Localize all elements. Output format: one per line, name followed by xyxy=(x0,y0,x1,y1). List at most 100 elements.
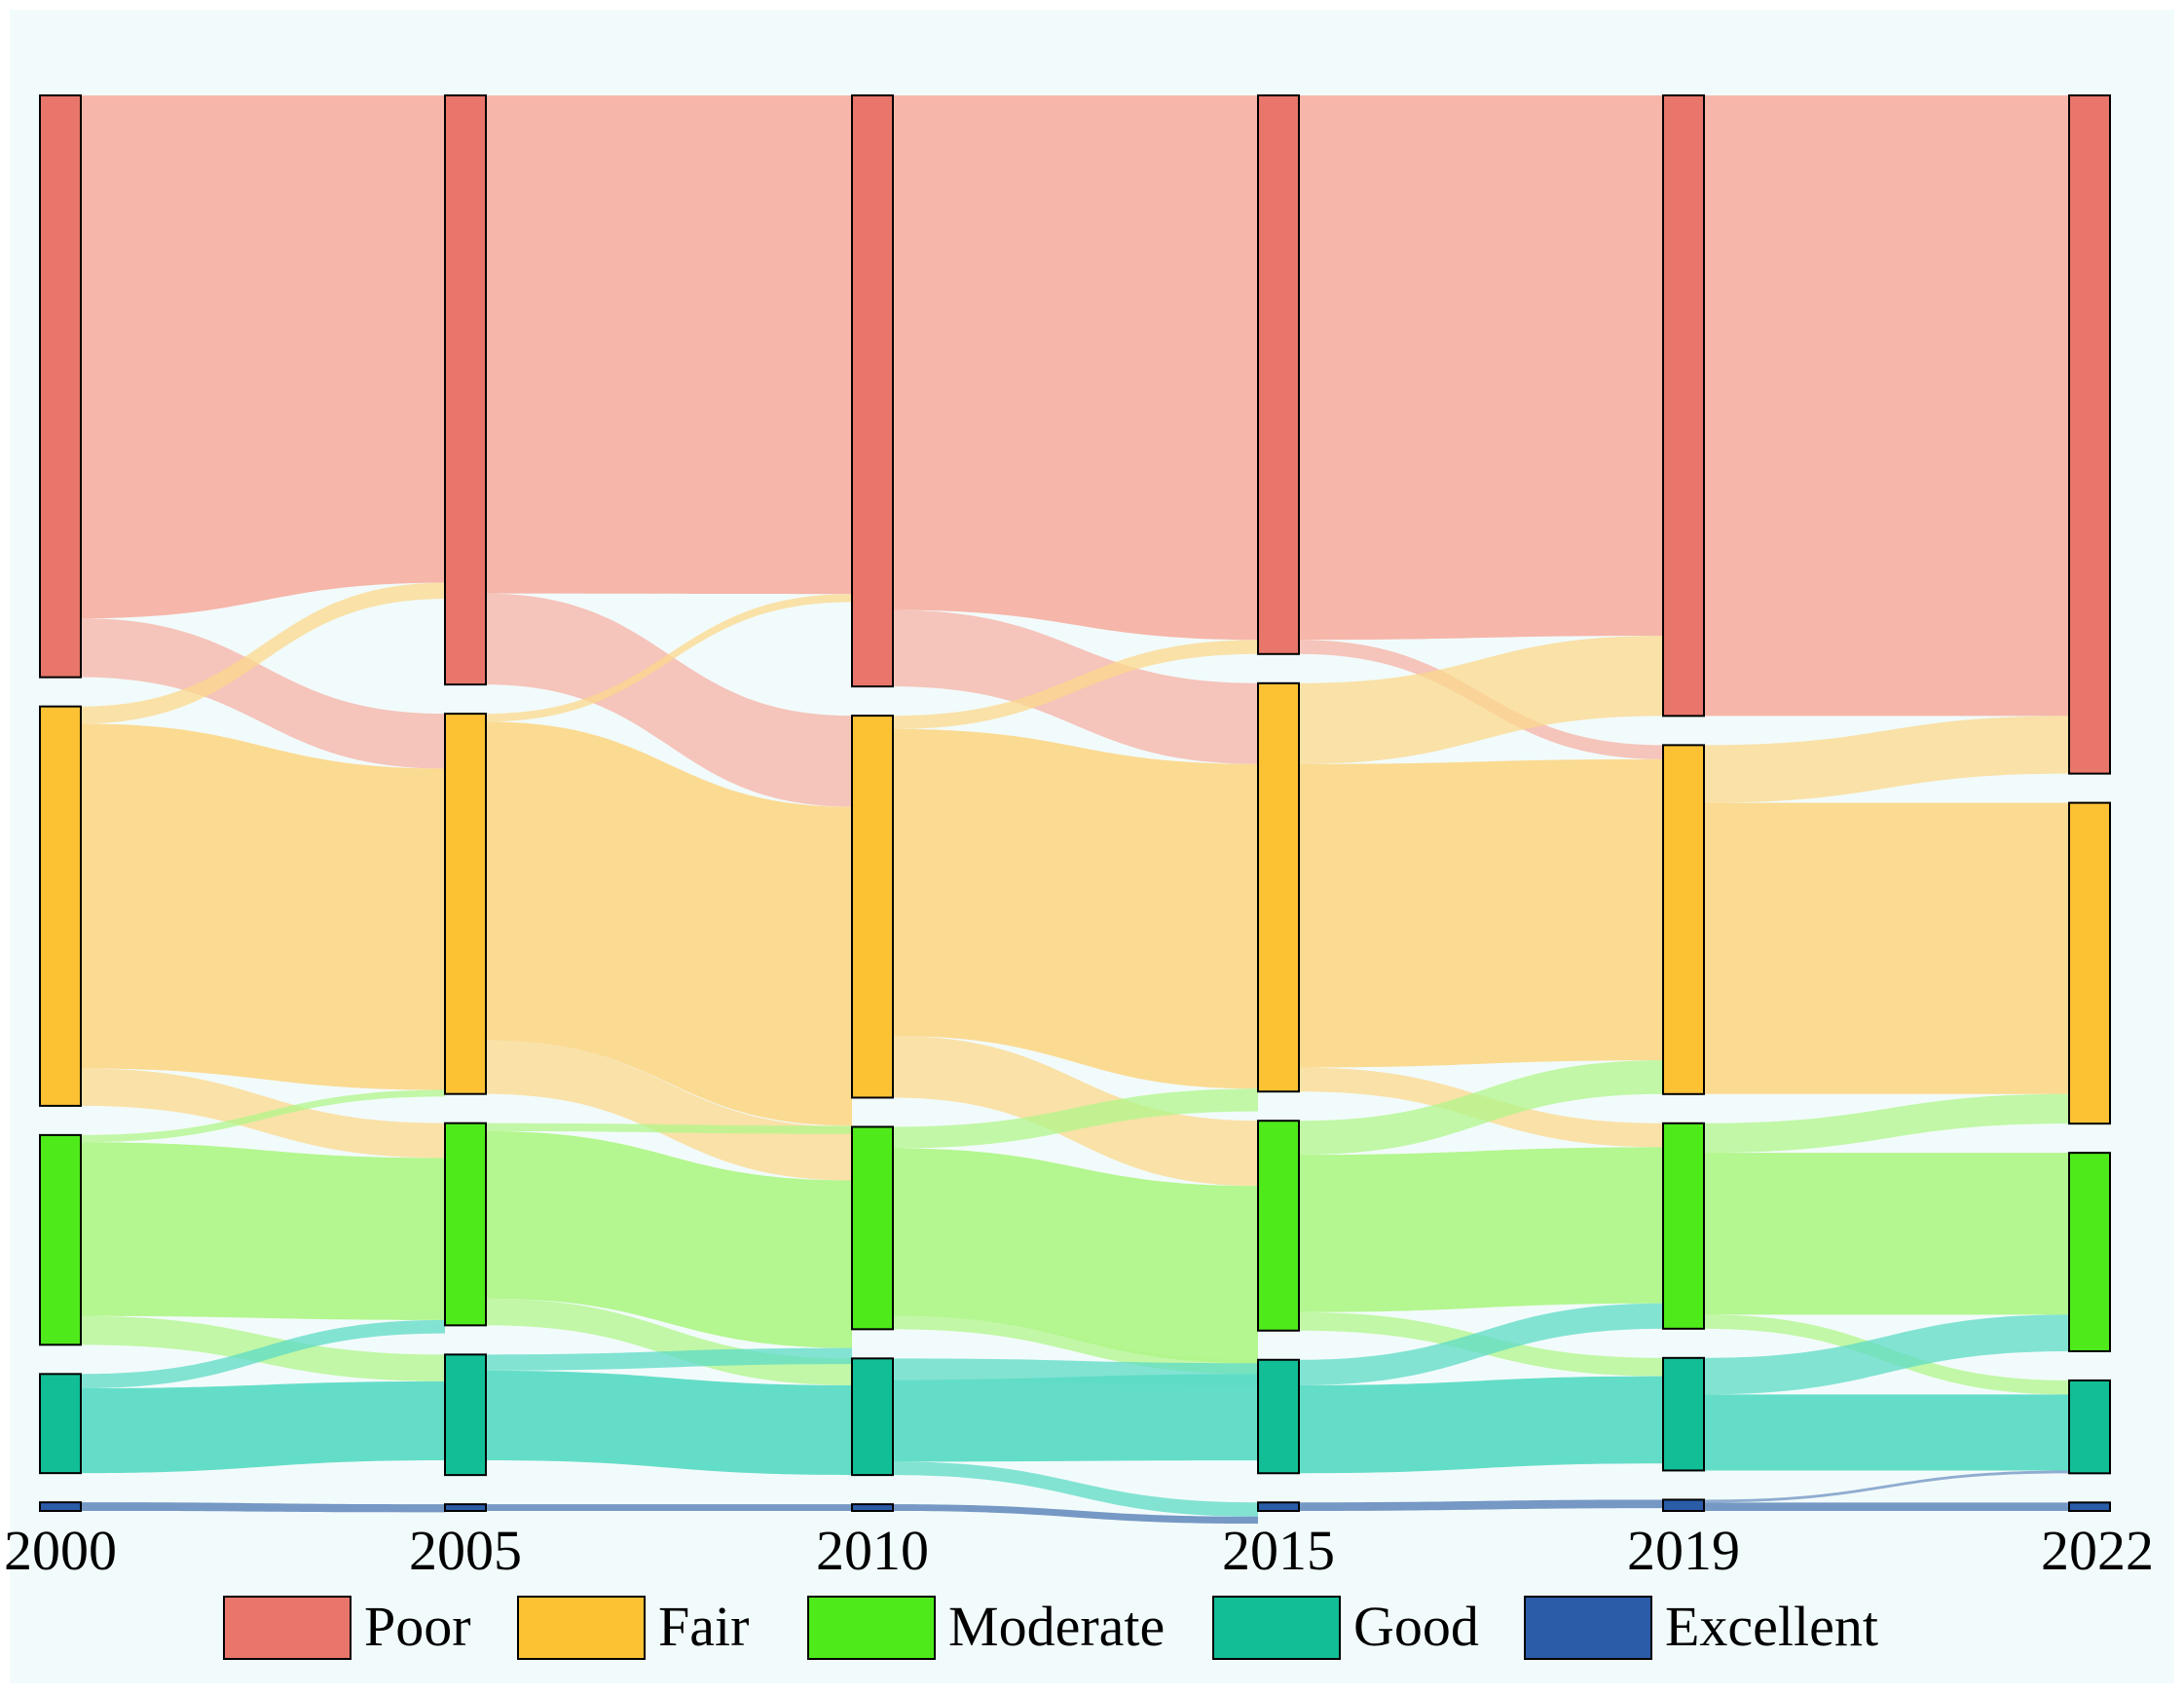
node-2010-moderate xyxy=(851,1125,894,1331)
link-2005-fair-to-2010-poor xyxy=(486,594,852,722)
legend-swatch-poor xyxy=(223,1596,352,1660)
legend-label-moderate: Moderate xyxy=(948,1595,1165,1658)
legend-label-fair: Fair xyxy=(658,1595,749,1658)
link-2015-moderate-to-2019-fair xyxy=(1299,1060,1663,1156)
link-2005-excellent-to-2010-excellent xyxy=(486,1504,852,1511)
link-2019-moderate-to-2022-fair xyxy=(1704,1093,2069,1154)
legend-item-fair: Fair xyxy=(517,1595,749,1660)
link-2019-excellent-to-2022-good xyxy=(1704,1470,2069,1503)
link-2015-poor-to-2019-poor xyxy=(1299,95,1663,641)
link-2015-excellent-to-2019-excellent xyxy=(1299,1499,1663,1511)
legend-item-good: Good xyxy=(1212,1595,1479,1660)
legend-item-excellent: Excellent xyxy=(1524,1595,1878,1660)
legend-swatch-moderate xyxy=(807,1596,936,1660)
node-2015-good xyxy=(1257,1358,1300,1475)
link-2000-good-to-2005-good xyxy=(81,1380,445,1474)
legend-item-moderate: Moderate xyxy=(807,1595,1165,1660)
link-2015-fair-to-2019-fair xyxy=(1299,758,1663,1068)
node-2005-fair xyxy=(444,713,487,1095)
link-2010-good-to-2015-good xyxy=(893,1374,1258,1462)
legend-item-poor: Poor xyxy=(223,1595,471,1660)
node-2010-good xyxy=(851,1357,894,1477)
node-2015-fair xyxy=(1257,681,1300,1093)
link-2019-fair-to-2022-poor xyxy=(1704,716,2069,803)
node-2010-fair xyxy=(851,715,894,1099)
link-2019-good-to-2022-good xyxy=(1704,1394,2069,1471)
node-2005-good xyxy=(444,1353,487,1477)
node-2005-moderate xyxy=(444,1122,487,1327)
stage-label-2015: 2015 xyxy=(1222,1519,1335,1582)
node-2010-poor xyxy=(851,94,894,688)
link-2019-good-to-2022-moderate xyxy=(1704,1314,2069,1395)
stage-label-2005: 2005 xyxy=(409,1519,522,1582)
node-2000-good xyxy=(39,1373,82,1475)
link-2010-good-to-2015-excellent xyxy=(893,1461,1258,1517)
stage-labels: 2000 2005 2010 2015 2019 2022 xyxy=(4,1519,2154,1582)
link-2000-excellent-to-2005-excellent xyxy=(81,1502,445,1513)
link-2015-good-to-2019-moderate xyxy=(1299,1303,1663,1385)
legend-label-good: Good xyxy=(1353,1595,1479,1658)
legend-label-excellent: Excellent xyxy=(1665,1595,1878,1658)
node-2019-poor xyxy=(1662,94,1705,718)
link-2010-moderate-to-2015-good xyxy=(893,1315,1258,1375)
node-2010-excellent xyxy=(851,1503,894,1512)
node-2015-moderate xyxy=(1257,1120,1300,1332)
node-2019-fair xyxy=(1662,744,1705,1095)
nodes-layer xyxy=(39,94,2111,1513)
node-2022-moderate xyxy=(2068,1152,2111,1352)
node-2015-poor xyxy=(1257,94,1300,655)
link-2005-poor-to-2010-poor xyxy=(486,95,852,595)
node-2000-excellent xyxy=(39,1501,82,1512)
node-2000-fair xyxy=(39,705,82,1107)
link-2000-poor-to-2005-poor xyxy=(81,95,445,619)
link-2000-fair-to-2005-poor xyxy=(81,582,445,724)
node-2015-excellent xyxy=(1257,1501,1300,1512)
legend: Poor Fair Moderate Good Excellent xyxy=(223,1595,1878,1660)
link-2019-fair-to-2022-fair xyxy=(1704,802,2069,1094)
node-2000-poor xyxy=(39,94,82,679)
link-2000-moderate-to-2005-moderate xyxy=(81,1142,445,1320)
link-2010-moderate-to-2015-moderate xyxy=(893,1148,1258,1364)
link-2005-poor-to-2010-fair xyxy=(486,593,852,807)
link-2010-fair-to-2015-fair xyxy=(893,728,1258,1089)
stage-label-2022: 2022 xyxy=(2041,1519,2154,1582)
legend-label-poor: Poor xyxy=(364,1595,471,1658)
node-2022-poor xyxy=(2068,94,2111,775)
link-2005-good-to-2010-good xyxy=(486,1370,852,1476)
link-2005-moderate-to-2010-fair xyxy=(486,1123,852,1134)
node-2022-fair xyxy=(2068,801,2111,1125)
link-2005-fair-to-2010-fair xyxy=(486,721,852,1126)
node-2022-good xyxy=(2068,1379,2111,1475)
links-layer xyxy=(81,95,2069,1525)
link-2005-good-to-2010-moderate xyxy=(486,1347,852,1371)
node-2019-good xyxy=(1662,1356,1705,1472)
link-2005-moderate-to-2010-moderate xyxy=(486,1130,852,1348)
stage-label-2019: 2019 xyxy=(1627,1519,1740,1582)
link-2010-fair-to-2015-poor xyxy=(893,640,1258,729)
link-2000-fair-to-2005-fair xyxy=(81,723,445,1090)
stage-label-2010: 2010 xyxy=(816,1519,929,1582)
stage-label-2000: 2000 xyxy=(4,1519,117,1582)
node-2019-excellent xyxy=(1662,1498,1705,1513)
link-2015-moderate-to-2019-moderate xyxy=(1299,1147,1663,1312)
node-2000-moderate xyxy=(39,1133,82,1346)
link-2010-excellent-to-2015-excellent xyxy=(893,1504,1258,1525)
link-2010-moderate-to-2015-fair xyxy=(893,1088,1258,1149)
link-2000-good-to-2005-moderate xyxy=(81,1319,445,1389)
node-2022-excellent xyxy=(2068,1501,2111,1512)
link-2000-poor-to-2005-fair xyxy=(81,618,445,769)
legend-swatch-fair xyxy=(517,1596,646,1660)
link-2010-poor-to-2015-poor xyxy=(893,95,1258,641)
link-2015-good-to-2019-good xyxy=(1299,1376,1663,1474)
node-2005-poor xyxy=(444,94,487,686)
node-2019-moderate xyxy=(1662,1122,1705,1330)
legend-swatch-good xyxy=(1212,1596,1341,1660)
legend-swatch-excellent xyxy=(1524,1596,1652,1660)
link-2019-excellent-to-2022-excellent xyxy=(1704,1502,2069,1511)
link-2000-moderate-to-2005-fair xyxy=(81,1089,445,1143)
node-2005-excellent xyxy=(444,1503,487,1512)
link-2015-fair-to-2019-poor xyxy=(1299,635,1663,764)
link-2019-poor-to-2022-poor xyxy=(1704,95,2069,717)
